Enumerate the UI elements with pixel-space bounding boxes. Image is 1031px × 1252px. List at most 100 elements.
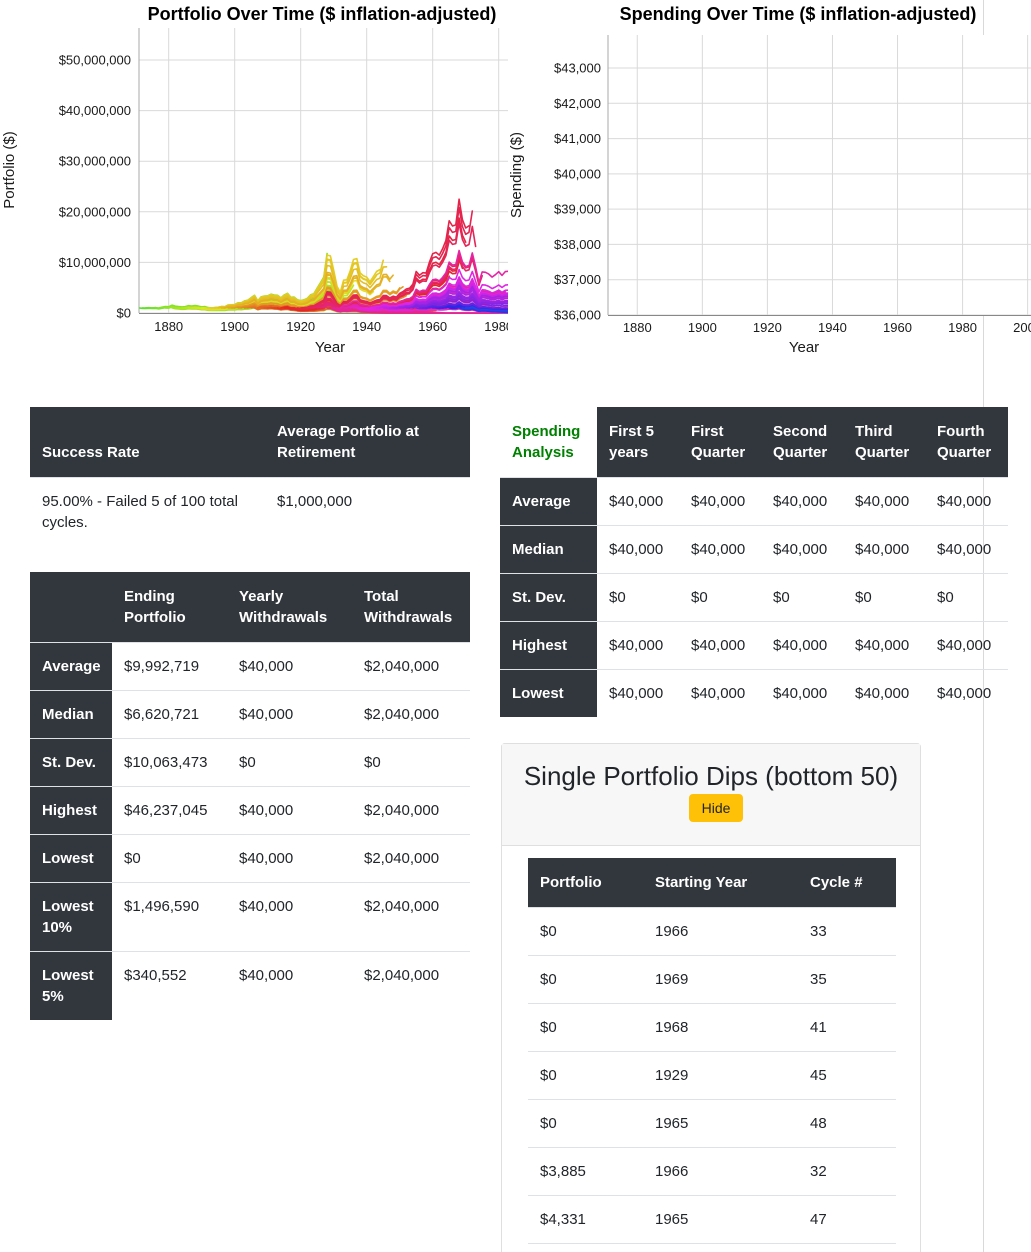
cell: $1,000,000 xyxy=(277,493,353,510)
cell: 95.00% - Failed 5 of 100 total cycles. xyxy=(42,493,238,531)
row-header: Lowest xyxy=(500,669,597,717)
column-header: Fourth Quarter xyxy=(925,407,1008,478)
svg-text:1880: 1880 xyxy=(154,319,183,334)
cell xyxy=(643,1244,798,1252)
cell: $40,000 xyxy=(239,706,294,723)
cell: $40,000 xyxy=(609,493,664,510)
single-portfolio-dips-panel: Single Portfolio Dips (bottom 50) Hide Po… xyxy=(501,743,921,1252)
cell: $40,000 xyxy=(239,898,294,915)
cell: $40,000 xyxy=(691,637,746,654)
column-header: Cycle # xyxy=(798,858,896,908)
cell: $40,000 xyxy=(855,493,910,510)
svg-text:Portfolio ($): Portfolio ($) xyxy=(1,131,18,209)
cell: $2,040,000 xyxy=(364,967,440,984)
column-header: Third Quarter xyxy=(843,407,925,478)
column-header: Portfolio xyxy=(528,858,643,908)
spending-chart-svg: $36,000 $37,000 $38,000 $39,000 $40,000 $41,0… xyxy=(508,4,1031,356)
table-row: Lowest 5% $340,552 $40,000 $2,040,000 xyxy=(30,951,470,1020)
cell: $40,000 xyxy=(937,493,992,510)
svg-text:$0: $0 xyxy=(117,306,131,321)
column-header: First 5 years xyxy=(597,407,679,478)
hide-button[interactable]: Hide xyxy=(688,794,744,823)
cell: $0 xyxy=(773,589,790,606)
table-row: Median $6,620,721 $40,000 $2,040,000 xyxy=(30,690,470,739)
cell: $40,000 xyxy=(855,637,910,654)
cell: 1966 xyxy=(655,923,689,941)
cell: 47 xyxy=(810,1211,827,1229)
cell: 1965 xyxy=(655,1211,689,1229)
cell: $2,040,000 xyxy=(364,802,440,819)
table-header-row: Spending Analysis First 5 years First Quar… xyxy=(500,407,1008,478)
success-rate-table: Success Rate Average Portfolio at Retirem… xyxy=(30,407,470,546)
table-row: Lowest $0 $40,000 $2,040,000 xyxy=(30,834,470,883)
svg-text:Spending Over Time ($ inflatio: Spending Over Time ($ inflation-adjusted… xyxy=(620,4,977,24)
cell: $6,620,721 xyxy=(124,706,200,723)
spending-analysis-section: Spending Analysis First 5 years First Quar… xyxy=(500,407,1008,717)
cell: 1966 xyxy=(655,1163,689,1181)
cell: $0 xyxy=(691,589,708,606)
cell: $0 xyxy=(540,971,557,989)
dips-table: Portfolio Starting Year Cycle # $0 1966 33 $0 1… xyxy=(528,858,896,1252)
table-row: St. Dev. $0 $0 $0 $0 $0 xyxy=(500,573,1008,622)
table-header-row: Portfolio Starting Year Cycle # xyxy=(528,858,896,908)
cell: $0 xyxy=(540,1067,557,1085)
cell: 32 xyxy=(810,1163,827,1181)
svg-text:$36,000: $36,000 xyxy=(554,308,601,323)
svg-text:1920: 1920 xyxy=(286,319,315,334)
table-row: Lowest $40,000 $40,000 $40,000 $40,000 $40,00… xyxy=(500,669,1008,717)
cell: $2,040,000 xyxy=(364,658,440,675)
cell: $3,885 xyxy=(540,1163,586,1181)
svg-text:Spending ($): Spending ($) xyxy=(508,132,525,218)
cell: $0 xyxy=(540,1115,557,1133)
cell: $40,000 xyxy=(609,541,664,558)
cell: $40,000 xyxy=(773,637,828,654)
svg-text:1960: 1960 xyxy=(883,320,912,335)
cell: $46,237,045 xyxy=(124,802,208,819)
cell: $40,000 xyxy=(773,493,828,510)
svg-text:$39,000: $39,000 xyxy=(554,202,601,217)
cell: 45 xyxy=(810,1067,827,1085)
svg-text:$43,000: $43,000 xyxy=(554,60,601,75)
row-header: St. Dev. xyxy=(30,738,112,787)
cell: 1965 xyxy=(655,1115,689,1133)
table-row: St. Dev. $10,063,473 $0 $0 xyxy=(30,738,470,787)
cell: 1968 xyxy=(655,1019,689,1037)
column-header: Spending Analysis xyxy=(500,407,597,478)
column-header: First Quarter xyxy=(679,407,761,478)
cell xyxy=(528,1244,643,1252)
svg-text:Year: Year xyxy=(315,339,345,356)
spending-chart: $36,000 $37,000 $38,000 $39,000 $40,000 $41,0… xyxy=(508,0,1031,364)
cell: $40,000 xyxy=(609,685,664,702)
cell: 48 xyxy=(810,1115,827,1133)
column-header: Total Withdrawals xyxy=(352,572,470,643)
svg-text:1900: 1900 xyxy=(688,320,717,335)
table-row: Highest $40,000 $40,000 $40,000 $40,000 $40,0… xyxy=(500,621,1008,670)
svg-text:1920: 1920 xyxy=(753,320,782,335)
cell: $0 xyxy=(609,589,626,606)
cell: $40,000 xyxy=(937,541,992,558)
column-header: Average Portfolio at Retirement xyxy=(265,407,470,478)
cell: $40,000 xyxy=(937,685,992,702)
svg-text:$38,000: $38,000 xyxy=(554,237,601,252)
column-header xyxy=(30,572,112,643)
portfolio-stats-table: Ending Portfolio Yearly Withdrawals Total … xyxy=(30,572,470,1020)
svg-text:$10,000,000: $10,000,000 xyxy=(59,255,131,270)
row-header: Median xyxy=(30,690,112,739)
table-row: $0 1929 45 xyxy=(528,1051,896,1100)
dips-panel-header: Single Portfolio Dips (bottom 50) Hide xyxy=(502,744,920,847)
row-header: Average xyxy=(500,477,597,526)
svg-text:Portfolio Over Time ($ inflati: Portfolio Over Time ($ inflation-adjuste… xyxy=(148,4,497,24)
table-row: $0 1965 48 xyxy=(528,1099,896,1148)
cell: $1,496,590 xyxy=(124,898,200,915)
column-header: Yearly Withdrawals xyxy=(227,572,352,643)
table-row: $0 1968 41 xyxy=(528,1003,896,1052)
column-header: Starting Year xyxy=(643,858,798,908)
svg-text:1980: 1980 xyxy=(484,319,508,334)
table-row: $4,331 1965 47 xyxy=(528,1195,896,1244)
table-row: $0 1966 33 xyxy=(528,907,896,956)
cell: $40,000 xyxy=(855,685,910,702)
cell: $2,040,000 xyxy=(364,898,440,915)
cell: $40,000 xyxy=(239,658,294,675)
cell: $2,040,000 xyxy=(364,706,440,723)
